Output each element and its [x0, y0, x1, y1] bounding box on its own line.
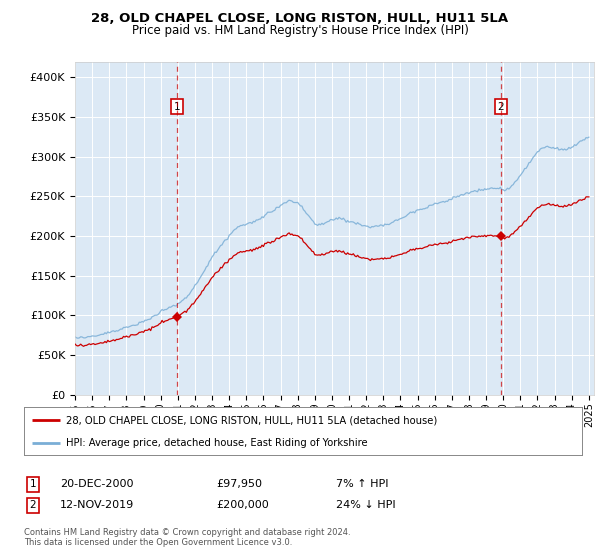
Text: 2: 2 [29, 500, 37, 510]
Text: 20-DEC-2000: 20-DEC-2000 [60, 479, 133, 489]
Text: £97,950: £97,950 [216, 479, 262, 489]
Text: 1: 1 [174, 102, 181, 112]
Text: £200,000: £200,000 [216, 500, 269, 510]
Text: 2: 2 [497, 102, 505, 112]
Text: 28, OLD CHAPEL CLOSE, LONG RISTON, HULL, HU11 5LA (detached house): 28, OLD CHAPEL CLOSE, LONG RISTON, HULL,… [66, 416, 437, 426]
Text: 1: 1 [29, 479, 37, 489]
Text: HPI: Average price, detached house, East Riding of Yorkshire: HPI: Average price, detached house, East… [66, 438, 367, 448]
Text: 24% ↓ HPI: 24% ↓ HPI [336, 500, 395, 510]
Text: 7% ↑ HPI: 7% ↑ HPI [336, 479, 389, 489]
Text: Contains HM Land Registry data © Crown copyright and database right 2024.
This d: Contains HM Land Registry data © Crown c… [24, 528, 350, 547]
Text: 12-NOV-2019: 12-NOV-2019 [60, 500, 134, 510]
Text: Price paid vs. HM Land Registry's House Price Index (HPI): Price paid vs. HM Land Registry's House … [131, 24, 469, 37]
Text: 28, OLD CHAPEL CLOSE, LONG RISTON, HULL, HU11 5LA: 28, OLD CHAPEL CLOSE, LONG RISTON, HULL,… [91, 12, 509, 25]
